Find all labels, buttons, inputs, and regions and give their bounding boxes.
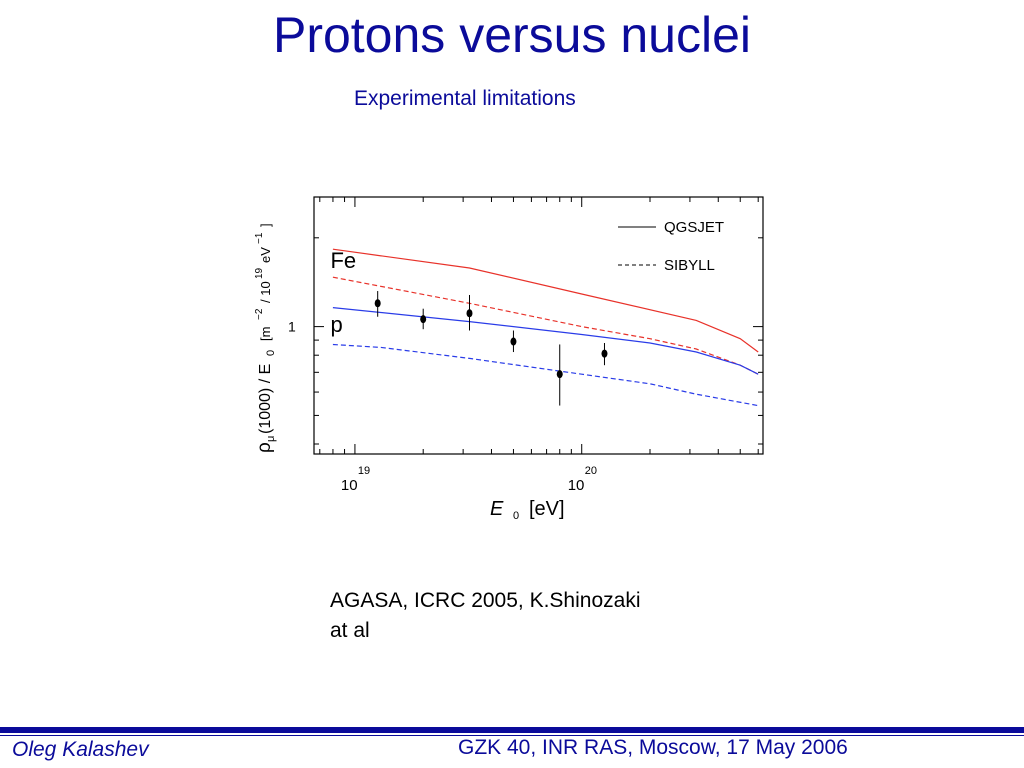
- curve-label-p: p: [330, 312, 342, 337]
- legend-label-qgsjet: QGSJET: [664, 219, 724, 236]
- slide-title: Protons versus nuclei: [272, 7, 751, 63]
- y-axis-mu: μ: [265, 436, 277, 442]
- footer-author: Oleg Kalashev: [12, 738, 149, 761]
- legend-label-sibyll: SIBYLL: [664, 257, 715, 274]
- y-axis-close: ]: [258, 223, 273, 227]
- y-axis-ev: eV: [258, 247, 273, 263]
- tick-marks: [314, 197, 763, 454]
- x-axis-label: E 0 [eV]: [490, 498, 565, 522]
- y-axis-exp2: 19: [254, 267, 265, 279]
- x-tick-label-exp: 19: [358, 465, 370, 477]
- data-point: [374, 299, 381, 308]
- plot-frame: [313, 196, 764, 455]
- footer-rule-thin: [0, 735, 1024, 736]
- x-axis-unit: [eV]: [529, 498, 565, 520]
- x-tick-label-base: 10: [341, 477, 358, 494]
- y-tick-label: 1: [288, 319, 296, 335]
- series-line-3: [332, 343, 759, 407]
- x-axis-subscript: 0: [513, 510, 519, 522]
- footer-event: GZK 40, INR RAS, Moscow, 17 May 2006: [458, 736, 848, 759]
- y-axis-exp3: −1: [254, 232, 265, 244]
- series-line-0: [332, 248, 759, 353]
- data-point: [510, 337, 517, 346]
- footer-rule: [0, 727, 1024, 733]
- data-point: [466, 309, 473, 318]
- x-tick-label-base: 10: [568, 477, 585, 494]
- curve-label-fe: Fe: [330, 248, 356, 273]
- x-tick-label-exp: 20: [585, 465, 597, 477]
- data-point: [420, 315, 427, 324]
- y-axis-unit-open: [m: [258, 327, 273, 341]
- slide-subtitle: Experimental limitations: [354, 87, 576, 110]
- y-axis-mid2: / 10: [258, 281, 273, 303]
- citation-line-2: at al: [330, 619, 370, 642]
- data-point: [556, 370, 563, 379]
- y-axis-sub: 0: [265, 350, 277, 356]
- citation-line-1: AGASA, ICRC 2005, K.Shinozaki: [330, 589, 641, 612]
- data-point: [601, 349, 608, 358]
- y-axis-exp1: −2: [254, 308, 265, 320]
- series-line-2: [332, 307, 759, 375]
- data-points: [374, 291, 608, 406]
- citation: AGASA, ICRC 2005, K.Shinozaki at al: [330, 586, 730, 646]
- series-line-1: [332, 276, 759, 375]
- y-axis-rho: ρ: [254, 442, 275, 453]
- x-axis-symbol: E: [490, 498, 504, 520]
- y-axis-label: ρ μ (1000) / E 0 [m −2 / 10 19 eV −1 ]: [254, 223, 277, 453]
- y-axis-mid: (1000) / E: [257, 364, 274, 434]
